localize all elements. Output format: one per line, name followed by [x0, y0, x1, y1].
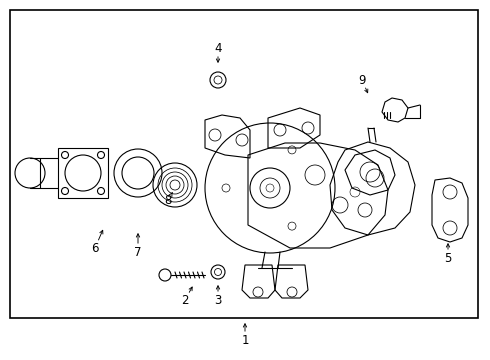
Bar [10, 10, 478, 318]
Text: 7: 7 [134, 246, 142, 258]
Text: 1: 1 [241, 333, 249, 346]
Text: 8: 8 [164, 194, 171, 207]
Text: 6: 6 [91, 242, 99, 255]
Text: 2: 2 [181, 293, 189, 306]
Text: 3: 3 [214, 293, 221, 306]
Text: 9: 9 [358, 73, 366, 86]
Text: 5: 5 [444, 252, 452, 265]
Text: 4: 4 [214, 41, 222, 54]
